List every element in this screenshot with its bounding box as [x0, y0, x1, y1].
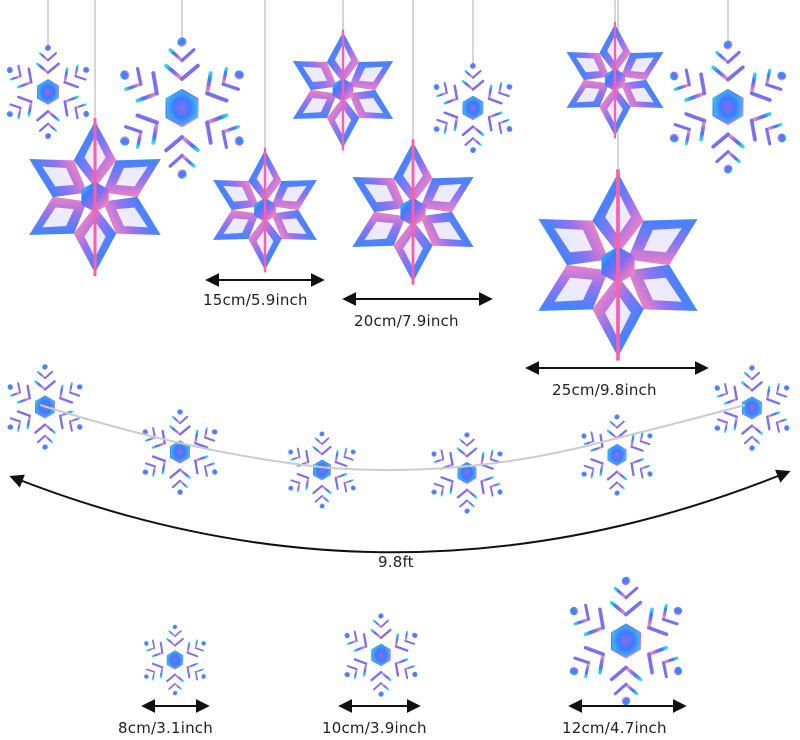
snowflake-group	[2, 22, 793, 705]
snowflake-icon	[113, 38, 250, 178]
snowflake-icon	[138, 410, 221, 495]
snowflake-icon	[429, 63, 516, 152]
label-8cm: 8cm/3.1inch	[118, 719, 213, 737]
snowflake-icon	[578, 415, 657, 496]
snowflake-icon	[525, 169, 710, 360]
snowflake-icon	[343, 139, 484, 285]
snowflake-icon	[341, 614, 422, 697]
label-10cm: 10cm/3.9inch	[322, 719, 427, 737]
label-20cm: 20cm/7.9inch	[354, 312, 459, 330]
label-12cm: 12cm/4.7inch	[562, 719, 667, 737]
arrow-garland	[9, 469, 791, 554]
snowflake-icon	[564, 577, 689, 704]
label-garland-length: 9.8ft	[378, 553, 414, 571]
snowflake-icon	[664, 41, 793, 172]
snowflake-icon	[710, 366, 793, 451]
snowflake-icon	[559, 22, 672, 138]
label-15cm: 15cm/5.9inch	[203, 291, 308, 309]
label-25cm: 25cm/9.8inch	[552, 381, 657, 399]
snowflake-icon	[285, 30, 402, 151]
snowflake-icon	[2, 45, 93, 138]
snowflake-icon	[205, 148, 326, 273]
snowflake-icon	[428, 433, 507, 514]
garland-string	[39, 404, 746, 472]
hanging-strings	[47, 0, 729, 173]
snowflake-icon	[141, 625, 210, 695]
snowflake-icon	[19, 118, 172, 276]
